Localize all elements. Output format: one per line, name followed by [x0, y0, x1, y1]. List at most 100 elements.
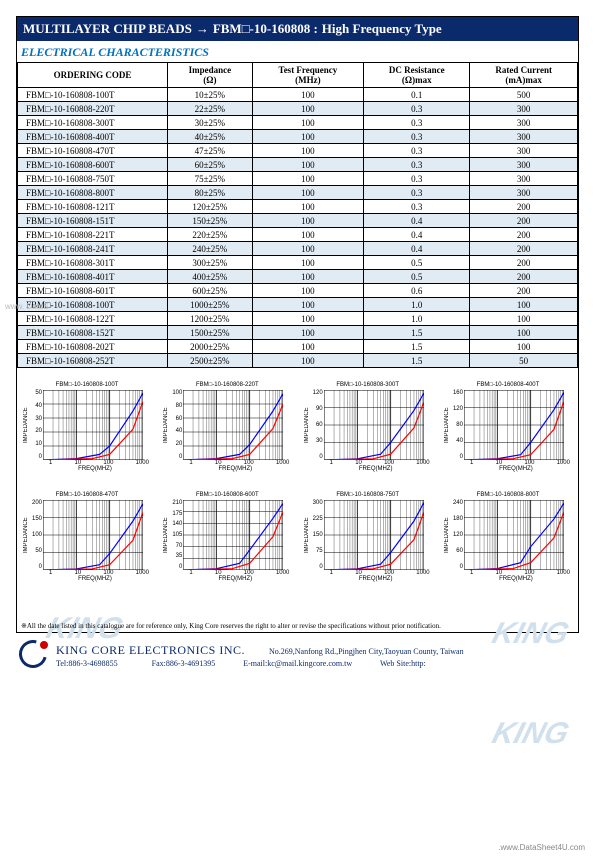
table-cell: 100	[252, 298, 363, 312]
table-cell: 1.5	[364, 340, 470, 354]
table-row: FBM□-10-160808-100T1000±25%1001.0100	[18, 298, 578, 312]
table-cell: 0.3	[364, 186, 470, 200]
table-row: FBM□-10-160808-400T40±25%1000.3300	[18, 130, 578, 144]
table-cell: 2500±25%	[168, 354, 253, 368]
table-cell: 100	[252, 284, 363, 298]
table-cell: 0.3	[364, 102, 470, 116]
table-cell: 0.6	[364, 284, 470, 298]
chart-ylabel: IMPEDANCE	[23, 390, 29, 460]
chart-row: FBM□-10-160808-470TIMPEDANCE200150100500…	[23, 492, 572, 582]
table-cell: 50	[470, 354, 578, 368]
chart-title: FBM□-10-160808-220T	[163, 382, 291, 388]
table-cell: 1200±25%	[168, 312, 253, 326]
chart-ylabel: IMPEDANCE	[444, 390, 450, 460]
table-row: FBM□-10-160808-252T2500±25%1001.550	[18, 354, 578, 368]
table-row: FBM□-10-160808-600T60±25%1000.3300	[18, 158, 578, 172]
table-cell: FBM□-10-160808-750T	[18, 172, 168, 186]
table-cell: 100	[470, 326, 578, 340]
table-cell: 75±25%	[168, 172, 253, 186]
table-cell: 100	[252, 130, 363, 144]
table-cell: 300	[470, 130, 578, 144]
chart-xlabel: FREQ(MHZ)	[39, 576, 151, 582]
chart-ylabel: IMPEDANCE	[163, 390, 169, 460]
table-cell: 0.4	[364, 214, 470, 228]
table-cell: 0.3	[364, 158, 470, 172]
chart-title: FBM□-10-160808-300T	[304, 382, 432, 388]
chart-title: FBM□-10-160808-100T	[23, 382, 151, 388]
table-cell: 220±25%	[168, 228, 253, 242]
table-cell: 200	[470, 242, 578, 256]
table-cell: 0.3	[364, 130, 470, 144]
chart-xlabel: FREQ(MHZ)	[460, 576, 572, 582]
chart: FBM□-10-160808-750TIMPEDANCE300225150750…	[304, 492, 432, 582]
table-cell: 100	[252, 116, 363, 130]
table-cell: 100	[470, 312, 578, 326]
table-cell: FBM□-10-160808-121T	[18, 200, 168, 214]
table-cell: 10±25%	[168, 88, 253, 102]
chart: FBM□-10-160808-300TIMPEDANCE120906030011…	[304, 382, 432, 472]
chart: FBM□-10-160808-100TIMPEDANCE504030201001…	[23, 382, 151, 472]
table-cell: 200	[470, 214, 578, 228]
title-right: High Frequency Type	[322, 21, 442, 37]
footer-fax: Fax:886-3-4691395	[152, 659, 216, 668]
table-header-row: ORDERING CODEImpedance(Ω)Test Frequency(…	[18, 63, 578, 88]
table-row: FBM□-10-160808-202T2000±25%1001.5100	[18, 340, 578, 354]
table-cell: 200	[470, 256, 578, 270]
table-row: FBM□-10-160808-221T220±25%1000.4200	[18, 228, 578, 242]
table-row: FBM□-10-160808-800T80±25%1000.3300	[18, 186, 578, 200]
chart: FBM□-10-160808-800TIMPEDANCE240180120600…	[444, 492, 572, 582]
table-row: FBM□-10-160808-241T240±25%1000.4200	[18, 242, 578, 256]
table-cell: FBM□-10-160808-202T	[18, 340, 168, 354]
disclaimer: ※All the date listed in this catalogue a…	[21, 622, 574, 630]
watermark-king: KING	[488, 717, 572, 751]
table-cell: 0.3	[364, 172, 470, 186]
table-cell: FBM□-10-160808-600T	[18, 158, 168, 172]
chart: FBM□-10-160808-220TIMPEDANCE100806040200…	[163, 382, 291, 472]
table-cell: 80±25%	[168, 186, 253, 200]
chart-yticks: 16012080400	[451, 390, 463, 460]
footer-tel: Tel:886-3-4698855	[56, 659, 118, 668]
chart-xlabel: FREQ(MHZ)	[320, 466, 432, 472]
chart-ylabel: IMPEDANCE	[304, 500, 310, 570]
table-cell: 0.1	[364, 88, 470, 102]
table-row: FBM□-10-160808-151T150±25%1000.4200	[18, 214, 578, 228]
table-row: FBM□-10-160808-401T400±25%1000.5200	[18, 270, 578, 284]
table-cell: 300±25%	[168, 256, 253, 270]
chart-svg	[183, 500, 283, 570]
title-mid: FBM□-10-160808 :	[213, 21, 318, 37]
section-title: ELECTRICAL CHARACTERISTICS	[17, 41, 578, 62]
table-cell: FBM□-10-160808-400T	[18, 130, 168, 144]
chart-xlabel: FREQ(MHZ)	[179, 576, 291, 582]
chart-xlabel: FREQ(MHZ)	[39, 466, 151, 472]
table-cell: FBM□-10-160808-100T	[18, 88, 168, 102]
table-cell: 200	[470, 284, 578, 298]
footer-web: Web Site:http:	[380, 659, 426, 668]
table-cell: 300	[470, 102, 578, 116]
chart-ylabel: IMPEDANCE	[444, 500, 450, 570]
table-cell: 0.4	[364, 242, 470, 256]
table-cell: 300	[470, 158, 578, 172]
table-cell: 100	[252, 256, 363, 270]
table-cell: FBM□-10-160808-800T	[18, 186, 168, 200]
table-row: FBM□-10-160808-301T300±25%1000.5200	[18, 256, 578, 270]
table-cell: 1.0	[364, 298, 470, 312]
table-cell: 40±25%	[168, 130, 253, 144]
chart-yticks: 21017514010570350	[170, 500, 182, 570]
table-cell: 600±25%	[168, 284, 253, 298]
table-row: FBM□-10-160808-470T47±25%1000.3300	[18, 144, 578, 158]
chart-svg	[43, 390, 143, 460]
table-cell: FBM□-10-160808-151T	[18, 214, 168, 228]
watermark-left: www. DataS	[5, 302, 49, 311]
table-cell: 100	[252, 326, 363, 340]
watermark-right: .www.DataSheet4U.com	[498, 843, 585, 852]
table-cell: 100	[252, 354, 363, 368]
table-cell: 100	[252, 312, 363, 326]
table-cell: 100	[252, 88, 363, 102]
table-cell: 0.4	[364, 228, 470, 242]
table-cell: 100	[470, 340, 578, 354]
table-cell: 22±25%	[168, 102, 253, 116]
title-left: MULTILAYER CHIP BEADS	[23, 21, 192, 37]
table-row: FBM□-10-160808-220T22±25%1000.3300	[18, 102, 578, 116]
table-cell: 400±25%	[168, 270, 253, 284]
table-cell: 1.5	[364, 326, 470, 340]
